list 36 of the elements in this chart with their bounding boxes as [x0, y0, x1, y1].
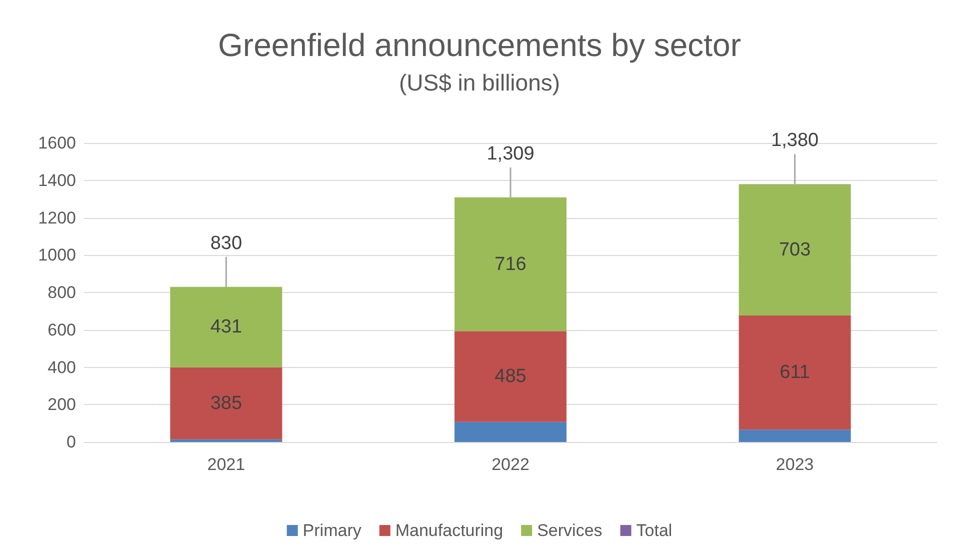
y-tick-label: 1200	[38, 208, 76, 228]
y-tick-label: 800	[48, 283, 76, 302]
legend-label: Primary	[302, 521, 362, 540]
y-tick-label: 600	[48, 320, 76, 340]
bar	[454, 331, 566, 422]
y-tick-label: 200	[48, 395, 76, 414]
bar	[454, 197, 566, 332]
bar	[738, 184, 851, 316]
bar	[738, 315, 851, 430]
total-label: 1,380	[771, 130, 819, 152]
legend-label: Services	[537, 521, 602, 540]
data-label: 431	[210, 316, 242, 338]
bar	[170, 367, 282, 440]
total-label: 830	[210, 232, 242, 254]
x-tick-label: 2022	[492, 455, 530, 474]
y-tick-label: 1000	[38, 246, 76, 265]
bar	[170, 439, 282, 442]
chart-subtitle: (US$ in billions)	[398, 70, 560, 96]
y-tick-label: 1600	[38, 134, 76, 152]
legend-label: Manufacturing	[395, 521, 504, 540]
x-tick-label: 2023	[776, 455, 814, 474]
chart-title: Greenfield announcements by sector	[218, 27, 742, 63]
bar	[454, 422, 566, 442]
y-tick-label: 0	[66, 432, 76, 452]
data-label: 385	[210, 392, 242, 414]
total-label: 1,309	[486, 143, 534, 164]
data-label: 716	[494, 254, 526, 275]
y-tick-label: 1400	[38, 170, 76, 190]
legend-label: Total	[636, 521, 672, 540]
bar	[738, 430, 851, 442]
data-label: 485	[494, 366, 526, 387]
x-tick-label: 2021	[207, 455, 246, 474]
y-tick-label: 400	[48, 358, 76, 377]
bar	[170, 286, 282, 368]
data-label: 703	[778, 239, 811, 260]
data-label: 611	[780, 362, 810, 384]
